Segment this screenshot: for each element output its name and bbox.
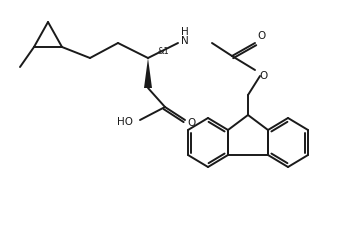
Text: O: O <box>188 118 196 128</box>
Text: HO: HO <box>117 117 133 127</box>
Text: O: O <box>258 31 266 41</box>
Text: H: H <box>181 27 189 37</box>
Text: &1: &1 <box>157 47 169 55</box>
Text: O: O <box>259 71 267 81</box>
Polygon shape <box>144 58 152 88</box>
Text: N: N <box>181 36 189 46</box>
